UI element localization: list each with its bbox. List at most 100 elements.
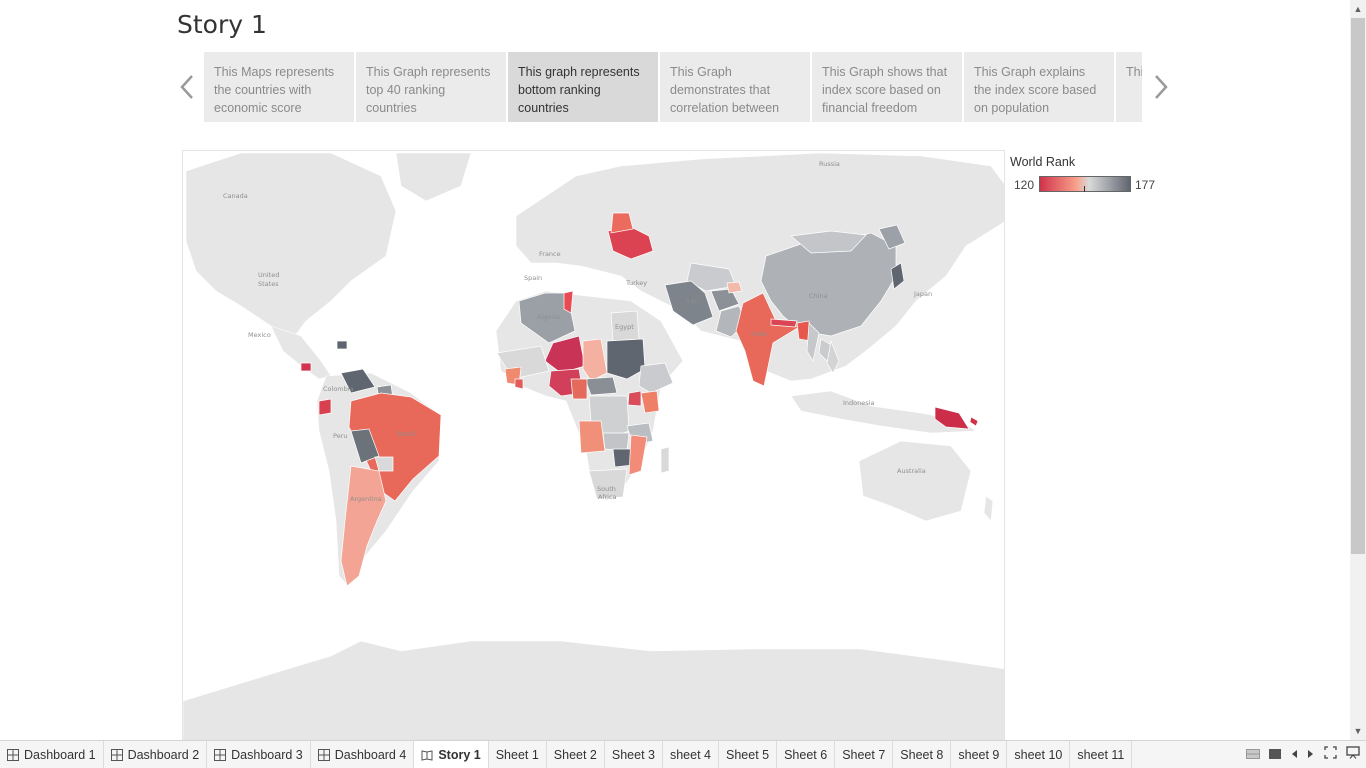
country-kenya bbox=[640, 390, 660, 414]
country-cameroon bbox=[570, 378, 588, 400]
country-ecuador bbox=[318, 398, 332, 416]
country-madagascar bbox=[660, 446, 670, 474]
country-india bbox=[735, 292, 800, 387]
tab-sheet-6[interactable]: Sheet 6 bbox=[777, 741, 836, 768]
country-solomon bbox=[969, 416, 979, 427]
tab-sheet-4[interactable]: sheet 4 bbox=[663, 741, 719, 768]
story-point-7[interactable]: This the bet bbox=[1116, 52, 1142, 122]
land-antarctica bbox=[183, 640, 1004, 739]
map-label-brazil: Brazil bbox=[397, 430, 415, 438]
sheet-tab-bar: Dashboard 1 Dashboard 2 Dashboard 3 Dash… bbox=[0, 740, 1366, 768]
tab-label: Sheet 5 bbox=[726, 747, 770, 762]
country-vietnam bbox=[826, 339, 840, 374]
map-label-indonesia: Indonesia bbox=[843, 399, 874, 407]
land-new-zealand bbox=[983, 495, 994, 522]
country-algeria bbox=[518, 292, 576, 344]
map-label-africa: Africa bbox=[598, 493, 617, 501]
map-label-china: China bbox=[809, 292, 828, 300]
country-argentina bbox=[340, 465, 387, 587]
tab-label: Sheet 3 bbox=[611, 747, 655, 762]
country-kazakhstan bbox=[686, 262, 737, 292]
land-australia bbox=[858, 440, 972, 522]
land-north-america bbox=[185, 152, 397, 342]
legend-center-tick bbox=[1084, 186, 1085, 192]
country-uganda bbox=[627, 390, 642, 407]
country-afghanistan bbox=[710, 288, 740, 312]
country-chad bbox=[582, 338, 608, 382]
map-label-iran: Iran bbox=[686, 297, 699, 305]
map-label-states: States bbox=[258, 280, 279, 288]
country-mongolia bbox=[790, 230, 867, 254]
story-points-navigator: This Maps represents the countries with … bbox=[204, 52, 1142, 122]
map-label-france: France bbox=[539, 250, 561, 258]
tab-label: Sheet 1 bbox=[495, 747, 539, 762]
tab-label: Sheet 8 bbox=[900, 747, 944, 762]
world-map[interactable]: Russia Canada United States Mexico Franc… bbox=[182, 150, 1005, 740]
tab-label: Sheet 6 bbox=[784, 747, 828, 762]
story-point-2[interactable]: This Graph represents top 40 ranking cou… bbox=[356, 52, 506, 122]
tab-sheet-9[interactable]: sheet 9 bbox=[951, 741, 1008, 768]
tab-dashboard-3[interactable]: Dashboard 3 bbox=[207, 741, 311, 768]
land-indonesia bbox=[790, 390, 977, 434]
story-point-caption: This Maps represents the countries with … bbox=[214, 65, 335, 115]
tab-sheet-11[interactable]: sheet 11 bbox=[1070, 741, 1133, 768]
country-russia-far-east bbox=[878, 224, 906, 250]
story-point-3[interactable]: This graph represents bottom ranking cou… bbox=[508, 52, 658, 122]
next-story-point-button[interactable] bbox=[1150, 70, 1172, 104]
map-label-peru: Peru bbox=[333, 432, 347, 440]
color-legend-bar[interactable] bbox=[1039, 176, 1131, 192]
scroll-up-arrow-icon[interactable]: ▲ bbox=[1353, 4, 1363, 14]
tab-sheet-3[interactable]: Sheet 3 bbox=[605, 741, 663, 768]
map-label-egypt: Egypt bbox=[615, 323, 634, 331]
bottom-controls bbox=[1246, 741, 1360, 768]
story-point-1[interactable]: This Maps represents the countries with … bbox=[204, 52, 354, 122]
country-liberia bbox=[514, 378, 524, 390]
story-point-caption: This Graph shows that index score based … bbox=[822, 65, 948, 115]
country-papua-new-guinea bbox=[934, 406, 970, 430]
film-strip-icon[interactable] bbox=[1246, 746, 1260, 764]
map-label-australia: Australia bbox=[897, 467, 926, 475]
country-north-korea bbox=[890, 262, 905, 290]
map-label-united: United bbox=[258, 271, 279, 279]
next-sheet-icon[interactable] bbox=[1307, 746, 1315, 764]
story-point-caption: This graph represents bottom ranking cou… bbox=[518, 65, 640, 115]
tab-dashboard-1[interactable]: Dashboard 1 bbox=[0, 741, 104, 768]
country-mozambique bbox=[628, 434, 648, 476]
tab-dashboard-2[interactable]: Dashboard 2 bbox=[104, 741, 208, 768]
land-eurasia bbox=[515, 152, 1004, 382]
tab-dashboard-4[interactable]: Dashboard 4 bbox=[311, 741, 415, 768]
tab-sheet-2[interactable]: Sheet 2 bbox=[547, 741, 605, 768]
story-point-4[interactable]: This Graph demonstrates that correlation… bbox=[660, 52, 810, 122]
map-label-spain: Spain bbox=[524, 274, 542, 282]
country-bolivia bbox=[350, 428, 380, 464]
world-map-canvas: Russia Canada United States Mexico Franc… bbox=[183, 152, 1004, 739]
tab-label: Dashboard 1 bbox=[24, 747, 96, 762]
ranked-countries bbox=[300, 212, 979, 587]
tab-sheet-10[interactable]: sheet 10 bbox=[1007, 741, 1071, 768]
map-label-south: South bbox=[597, 485, 616, 493]
dashboard-icon bbox=[110, 748, 123, 761]
country-iran bbox=[664, 280, 714, 326]
previous-sheet-icon[interactable] bbox=[1290, 746, 1298, 764]
previous-story-point-button[interactable] bbox=[176, 70, 198, 104]
presentation-mode-icon[interactable] bbox=[1346, 745, 1360, 764]
scrollbar-thumb[interactable] bbox=[1351, 18, 1365, 554]
country-laos bbox=[818, 338, 834, 362]
country-venezuela bbox=[340, 368, 376, 394]
dashboard-icon bbox=[317, 748, 330, 761]
tab-story-1[interactable]: Story 1 bbox=[414, 741, 489, 768]
map-label-russia: Russia bbox=[819, 160, 840, 168]
thumbnails-icon[interactable] bbox=[1269, 746, 1281, 764]
land-central-america bbox=[270, 325, 332, 380]
story-point-5[interactable]: This Graph shows that index score based … bbox=[812, 52, 962, 122]
fullscreen-icon[interactable] bbox=[1324, 745, 1337, 764]
tab-sheet-5[interactable]: Sheet 5 bbox=[719, 741, 778, 768]
scroll-down-arrow-icon[interactable]: ▼ bbox=[1353, 726, 1363, 736]
tab-sheet-1[interactable]: Sheet 1 bbox=[489, 741, 547, 768]
tab-label: Sheet 2 bbox=[553, 747, 597, 762]
tab-label: Dashboard 3 bbox=[231, 747, 303, 762]
tab-sheet-7[interactable]: Sheet 7 bbox=[835, 741, 894, 768]
story-point-caption: This Graph represents top 40 ranking cou… bbox=[366, 65, 491, 115]
tab-sheet-8[interactable]: Sheet 8 bbox=[893, 741, 952, 768]
story-point-6[interactable]: This Graph explains the index score base… bbox=[964, 52, 1114, 122]
